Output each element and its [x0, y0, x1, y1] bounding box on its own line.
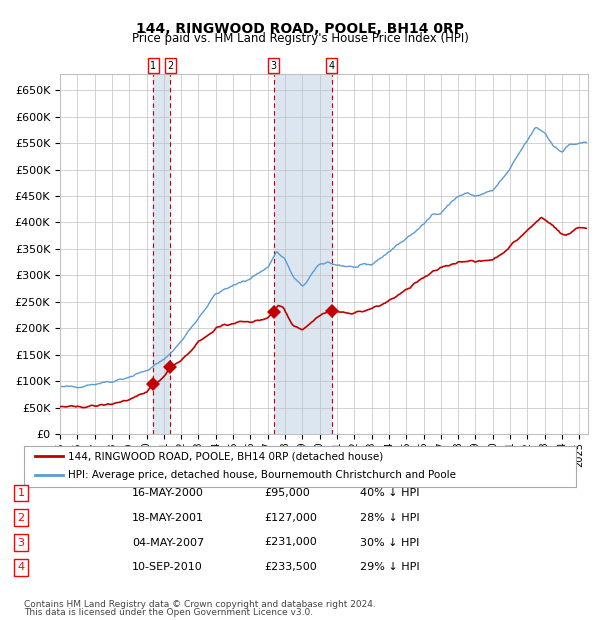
Text: 3: 3: [17, 538, 25, 547]
Text: 16-MAY-2000: 16-MAY-2000: [132, 488, 204, 498]
Text: £233,500: £233,500: [264, 562, 317, 572]
Text: 18-MAY-2001: 18-MAY-2001: [132, 513, 204, 523]
Text: This data is licensed under the Open Government Licence v3.0.: This data is licensed under the Open Gov…: [24, 608, 313, 617]
Text: £127,000: £127,000: [264, 513, 317, 523]
Text: Price paid vs. HM Land Registry's House Price Index (HPI): Price paid vs. HM Land Registry's House …: [131, 32, 469, 45]
Text: HPI: Average price, detached house, Bournemouth Christchurch and Poole: HPI: Average price, detached house, Bour…: [68, 471, 456, 480]
Text: 2: 2: [167, 61, 173, 71]
Text: 04-MAY-2007: 04-MAY-2007: [132, 538, 204, 547]
Text: Contains HM Land Registry data © Crown copyright and database right 2024.: Contains HM Land Registry data © Crown c…: [24, 600, 376, 609]
Text: 30% ↓ HPI: 30% ↓ HPI: [360, 538, 419, 547]
Text: 2: 2: [17, 513, 25, 523]
Bar: [153, 74, 170, 434]
Text: 28% ↓ HPI: 28% ↓ HPI: [360, 513, 419, 523]
Text: 144, RINGWOOD ROAD, POOLE, BH14 0RP (detached house): 144, RINGWOOD ROAD, POOLE, BH14 0RP (det…: [68, 451, 383, 461]
Text: 1: 1: [17, 488, 25, 498]
Text: 40% ↓ HPI: 40% ↓ HPI: [360, 488, 419, 498]
Text: 29% ↓ HPI: 29% ↓ HPI: [360, 562, 419, 572]
Text: £231,000: £231,000: [264, 538, 317, 547]
Text: 4: 4: [329, 61, 335, 71]
Text: 144, RINGWOOD ROAD, POOLE, BH14 0RP: 144, RINGWOOD ROAD, POOLE, BH14 0RP: [136, 22, 464, 36]
Text: £95,000: £95,000: [264, 488, 310, 498]
Text: 4: 4: [17, 562, 25, 572]
Text: 10-SEP-2010: 10-SEP-2010: [132, 562, 203, 572]
Bar: [274, 74, 332, 434]
Text: 1: 1: [150, 61, 156, 71]
Text: 3: 3: [271, 61, 277, 71]
